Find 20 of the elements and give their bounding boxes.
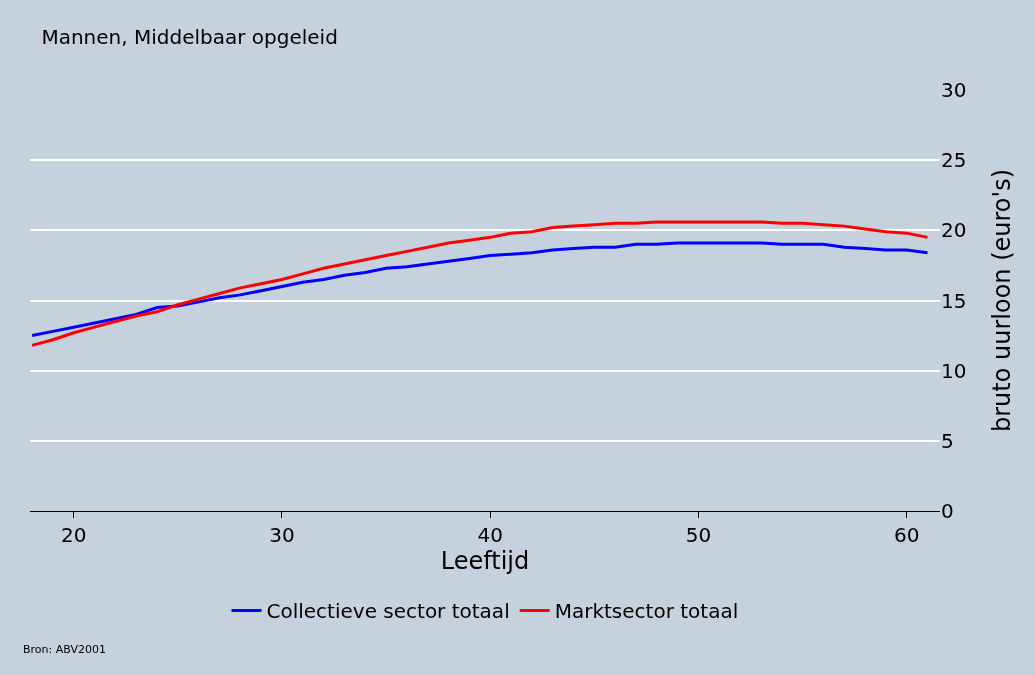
text: Bron: ABV2001 <box>23 643 106 656</box>
x-tick-label: 30 <box>269 523 295 547</box>
x-tick-label: 40 <box>477 523 503 547</box>
y-tick-label: 30 <box>941 78 967 102</box>
y-tick-label: 5 <box>941 428 954 453</box>
y-axis-title: bruto uurloon (euro's) <box>988 168 1016 433</box>
x-tick-label: 50 <box>685 523 712 547</box>
legend-label: Marktsector totaal <box>554 599 739 624</box>
chart-title: Mannen, Middelbaar opgeleid <box>41 25 338 50</box>
x-tick-label: 60 <box>893 523 920 547</box>
x-tick-label: 20 <box>61 523 87 547</box>
x-axis-title: Leeftijd <box>440 547 530 575</box>
y-tick-label: 15 <box>941 288 967 313</box>
y-tick-label: 20 <box>941 218 967 243</box>
line-series <box>30 241 930 338</box>
y-tick-label: 10 <box>941 358 967 383</box>
line-series <box>30 220 930 347</box>
y-tick-label: 25 <box>941 148 967 173</box>
legend-label: Collectieve sector totaal <box>266 599 510 624</box>
y-tick-label: 0 <box>941 499 954 523</box>
